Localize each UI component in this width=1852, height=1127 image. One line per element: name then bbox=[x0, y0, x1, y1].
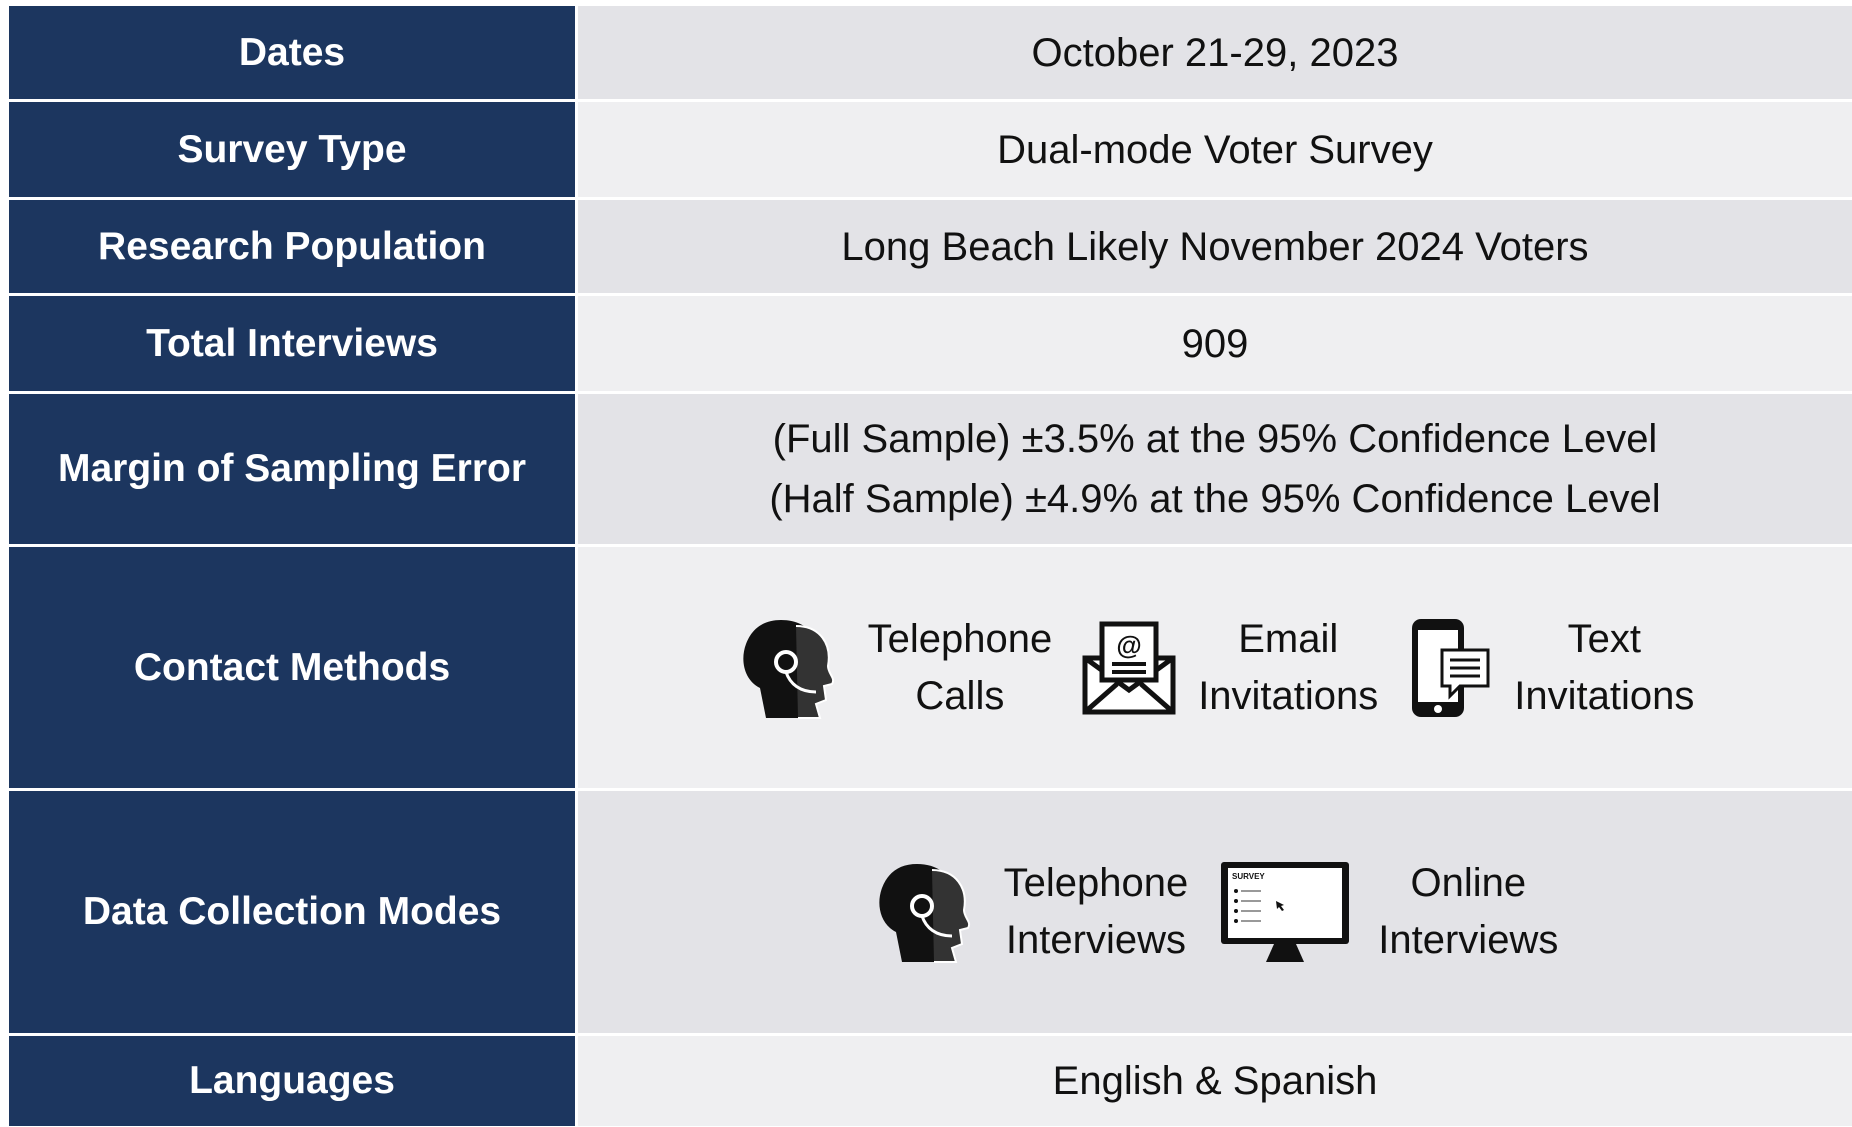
line: Telephone bbox=[1003, 861, 1189, 905]
headset-icon bbox=[879, 864, 970, 963]
item: SURVEY Online Interviews bbox=[1218, 855, 1558, 969]
methodology-table: Dates October 21-29, 2023 Survey Type Dual… bbox=[9, 6, 1852, 1126]
row: Total Interviews 909 bbox=[9, 296, 1852, 394]
monitor-icon: SURVEY bbox=[1221, 862, 1350, 962]
headset-icon bbox=[742, 619, 834, 719]
line: Telephone bbox=[867, 616, 1053, 661]
row-label: Contact Methods bbox=[9, 547, 578, 788]
item-label: Text Invitations bbox=[1514, 611, 1694, 725]
row-label: Survey Type bbox=[9, 102, 578, 197]
row-value: 909 bbox=[578, 296, 1852, 391]
row-value: Telephone Interviews SURVEY Online Intervi… bbox=[578, 791, 1852, 1033]
row-value: Long Beach Likely November 2024 Voters bbox=[578, 200, 1852, 293]
row-label: Total Interviews bbox=[9, 296, 578, 391]
line: Text bbox=[1567, 616, 1642, 661]
item: Text Invitations bbox=[1408, 611, 1694, 725]
row-value: English & Spanish bbox=[578, 1036, 1852, 1126]
phone-icon bbox=[1412, 618, 1490, 717]
row-label: Dates bbox=[9, 6, 578, 99]
item-label: Online Interviews bbox=[1378, 855, 1558, 969]
row-value: (Full Sample) ±3.5% at the 95% Confidenc… bbox=[578, 394, 1852, 544]
svg-text:@: @ bbox=[1117, 630, 1142, 660]
row: Survey Type Dual-mode Voter Survey bbox=[9, 102, 1852, 200]
line: Online bbox=[1410, 861, 1527, 905]
row-label: Languages bbox=[9, 1036, 578, 1126]
row-label: Margin of Sampling Error bbox=[9, 394, 578, 544]
line: Interviews bbox=[1005, 918, 1186, 962]
item-label: Email Invitations bbox=[1198, 611, 1378, 725]
row-value: Telephone Calls @ Email Invitations Text In… bbox=[578, 547, 1852, 788]
row: Research Population Long Beach Likely Nov… bbox=[9, 200, 1852, 296]
item: @ Email Invitations bbox=[1082, 611, 1378, 725]
row-value: Dual-mode Voter Survey bbox=[578, 102, 1852, 197]
row: Margin of Sampling Error (Full Sample) ±… bbox=[9, 394, 1852, 547]
row-label: Research Population bbox=[9, 200, 578, 293]
row-value: October 21-29, 2023 bbox=[578, 6, 1852, 99]
email-icon: @ bbox=[1082, 621, 1176, 714]
item-label: Telephone Calls bbox=[868, 611, 1053, 725]
row: Dates October 21-29, 2023 bbox=[9, 6, 1852, 102]
items: Telephone Calls @ Email Invitations Text In… bbox=[736, 611, 1694, 725]
line: Calls bbox=[915, 673, 1005, 718]
line: (Half Sample) ±4.9% at the 95% Confidenc… bbox=[769, 477, 1661, 521]
item: Telephone Interviews bbox=[872, 855, 1189, 969]
line: (Full Sample) ±3.5% at the 95% Confidenc… bbox=[772, 417, 1658, 461]
item-label: Telephone Interviews bbox=[1004, 855, 1189, 969]
line: Interviews bbox=[1378, 918, 1559, 962]
line: Email bbox=[1238, 616, 1339, 661]
row-label: Data Collection Modes bbox=[9, 791, 578, 1033]
line: Invitations bbox=[1198, 673, 1379, 718]
icon-text: SURVEY bbox=[1232, 872, 1265, 881]
item: Telephone Calls bbox=[736, 611, 1053, 725]
row: Contact Methods Telephone Calls @ Email In… bbox=[9, 547, 1852, 791]
line: Invitations bbox=[1514, 673, 1695, 718]
items: Telephone Interviews SURVEY Online Intervi… bbox=[872, 855, 1558, 969]
row: Data Collection Modes Telephone Interview… bbox=[9, 791, 1852, 1036]
row: Languages English & Spanish bbox=[9, 1036, 1852, 1126]
